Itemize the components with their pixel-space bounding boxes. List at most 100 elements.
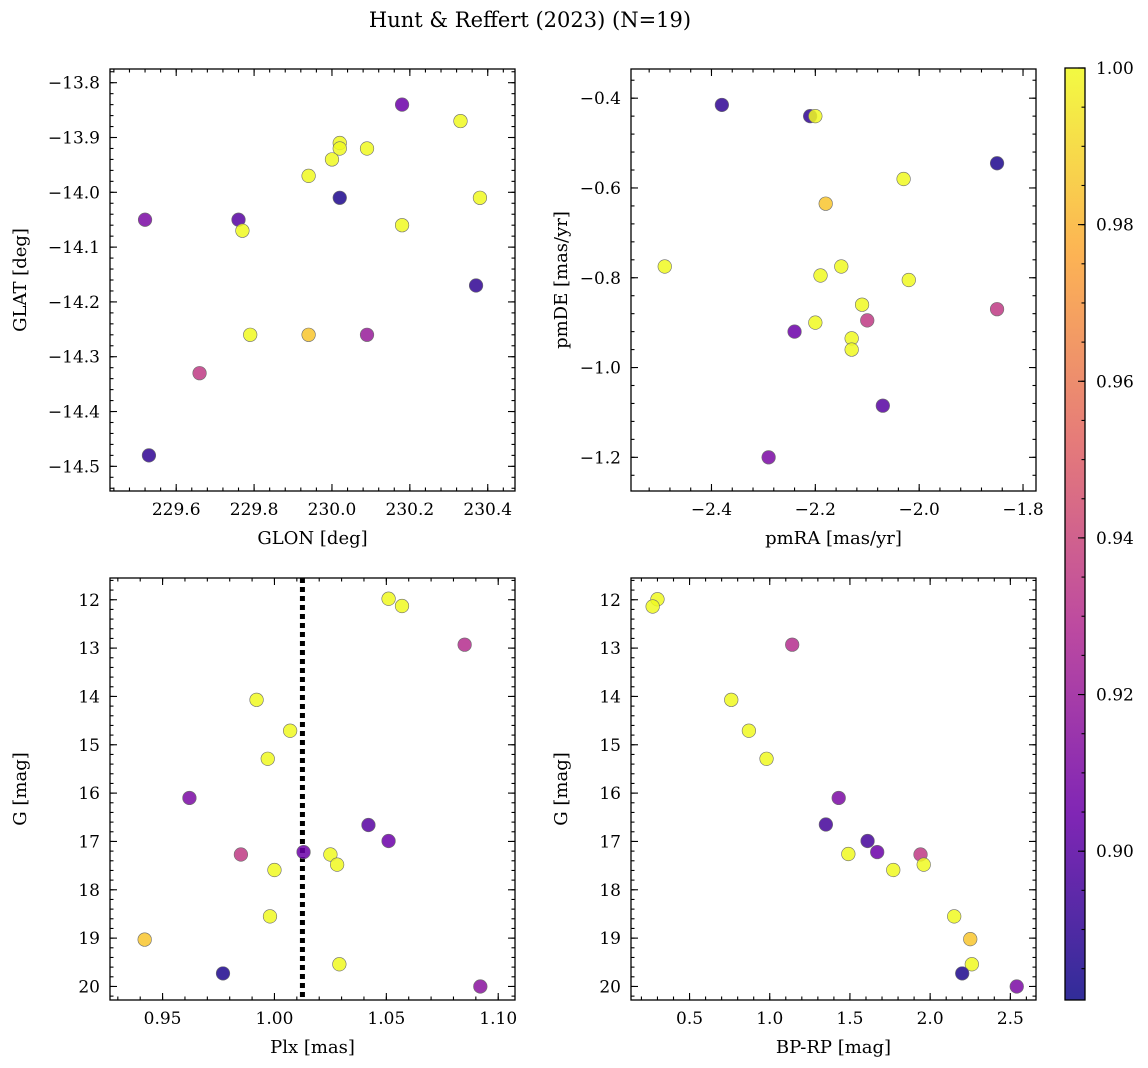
data-point — [901, 272, 916, 288]
x-axis-label: pmRA [mas/yr] — [765, 528, 902, 549]
data-point — [759, 751, 774, 766]
data-point — [714, 97, 729, 113]
y-tick-label: 14 — [78, 687, 100, 707]
x-tick-label: 2.0 — [917, 1009, 944, 1029]
data-point — [916, 857, 931, 872]
data-point — [886, 862, 901, 878]
figure-title: Hunt & Reffert (2023) (N=19) — [369, 8, 691, 32]
colorbar-frame — [1064, 67, 1086, 1001]
y-tick-label: 20 — [78, 977, 100, 997]
y-tick-label: −1.0 — [580, 359, 621, 379]
x-tick-label: 229.6 — [152, 500, 201, 520]
colorbar-tick-label: 0.92 — [1096, 686, 1134, 706]
data-point — [301, 327, 316, 342]
y-tick-label: 15 — [78, 736, 100, 756]
y-tick-label: −14.2 — [48, 293, 100, 313]
x-tick-label: 230.4 — [463, 500, 512, 520]
panel-cmd: 0.5 1.0 1.5 2.0 2.5 12 13 14 15 16 17 18 19 20 BP-RP [… — [551, 577, 1037, 1058]
x-tick-label: 0.95 — [144, 1009, 182, 1029]
data-point — [457, 637, 472, 652]
y-tick-label: −14.4 — [48, 403, 100, 423]
y-tick-label: 16 — [78, 784, 100, 804]
data-point — [473, 979, 488, 994]
data-point — [761, 450, 776, 465]
y-tick-label: −0.4 — [580, 89, 621, 109]
data-point — [332, 190, 347, 205]
y-tick-label: 14 — [599, 687, 621, 707]
data-point — [330, 857, 345, 872]
data-point — [844, 342, 859, 357]
data-point — [301, 168, 316, 183]
y-tick-label: 17 — [599, 832, 621, 852]
data-point — [324, 152, 340, 167]
data-point — [955, 966, 970, 981]
x-tick-label: 2.5 — [997, 1009, 1024, 1029]
data-point — [989, 302, 1005, 317]
data-point — [243, 327, 258, 342]
data-point — [262, 909, 278, 924]
data-point — [453, 113, 468, 129]
y-tick-label: −14.3 — [48, 348, 100, 368]
data-point — [989, 156, 1005, 171]
data-point — [182, 790, 197, 806]
axes-frame — [109, 577, 516, 1001]
data-point — [896, 171, 911, 187]
x-tick-label: 1.05 — [367, 1009, 405, 1029]
data-point — [381, 591, 396, 606]
x-axis-label: BP-RP [mag] — [776, 1037, 891, 1058]
data-point — [818, 196, 833, 211]
data-point — [394, 218, 410, 233]
data-point — [260, 751, 275, 766]
data-point — [468, 278, 484, 293]
data-point — [323, 847, 338, 862]
colorbar: 0.90 0.92 0.94 0.96 0.98 1.00 — [1064, 59, 1134, 1001]
y-tick-label: 15 — [599, 736, 621, 756]
y-tick-label: 18 — [599, 881, 621, 901]
data-point — [137, 932, 152, 947]
data-point — [235, 223, 250, 238]
x-tick-label: 230.0 — [308, 500, 357, 520]
x-tick-label: 1.10 — [479, 1009, 517, 1029]
data-point — [785, 637, 800, 652]
data-point — [808, 315, 823, 330]
data-point — [860, 313, 875, 328]
x-tick-label: 1.5 — [836, 1009, 863, 1029]
data-point — [724, 692, 739, 707]
colorbar-gradient — [1065, 68, 1085, 1000]
data-point — [808, 109, 823, 124]
data-point — [359, 327, 375, 342]
data-point — [249, 692, 264, 707]
y-tick-label: −0.6 — [580, 179, 621, 199]
y-axis-label: GLAT [deg] — [10, 228, 31, 332]
panel-proper-motion: −2.4 −2.2 −2.0 −1.8 −0.4 −0.6 −0.8 −1.0 −1.2 pmRA… — [551, 68, 1044, 549]
data-point — [645, 599, 660, 614]
x-tick-label: −2.2 — [795, 500, 836, 520]
y-tick-label: 12 — [599, 591, 621, 611]
data-point — [381, 833, 396, 849]
y-tick-label: −1.2 — [580, 448, 621, 468]
data-point — [296, 844, 311, 860]
data-point — [818, 817, 833, 832]
x-tick-label: −2.4 — [691, 500, 732, 520]
y-tick-label: −14.1 — [48, 238, 100, 258]
data-point — [1009, 979, 1024, 994]
x-tick-label: 1.0 — [756, 1009, 783, 1029]
data-point — [141, 448, 157, 463]
y-tick-label: 16 — [599, 784, 621, 804]
data-point — [472, 190, 488, 205]
data-point — [359, 141, 375, 156]
axes-frame — [630, 68, 1037, 492]
axes-frame — [109, 68, 516, 492]
data-point — [192, 366, 207, 381]
data-point — [283, 723, 298, 738]
colorbar-tick-label: 0.90 — [1096, 842, 1134, 862]
data-point — [964, 957, 979, 972]
panel-plx-g: 0.95 1.00 1.05 1.10 12 13 14 15 16 17 18 19 20 Plx [m… — [10, 577, 517, 1058]
y-tick-label: 17 — [78, 832, 100, 852]
x-tick-label: −2.0 — [899, 500, 940, 520]
x-tick-label: 0.5 — [676, 1009, 703, 1029]
colorbar-tick-label: 0.98 — [1096, 216, 1134, 236]
data-point — [361, 817, 376, 833]
data-point — [834, 259, 849, 274]
